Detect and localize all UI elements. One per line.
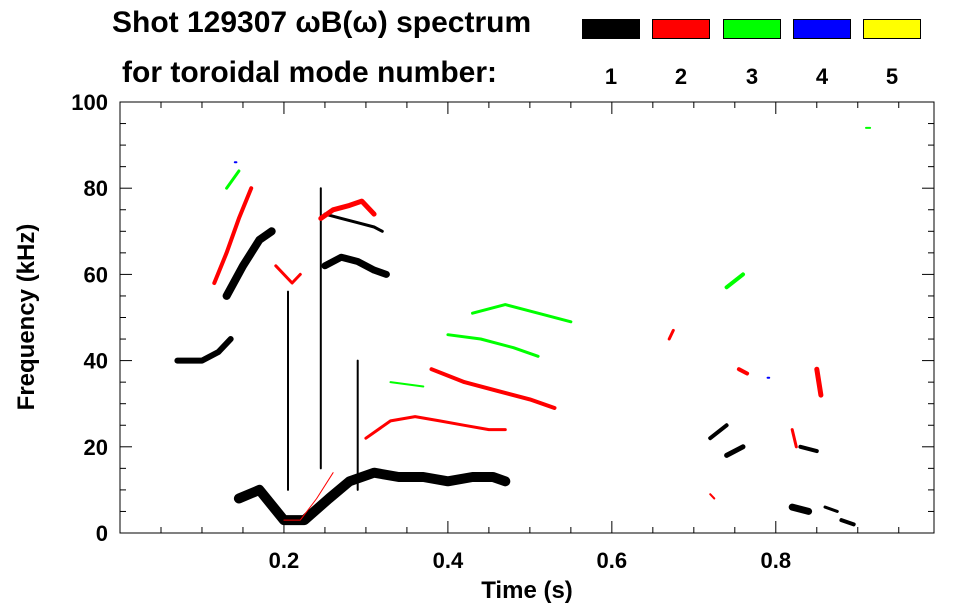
series-n1-feature-11 bbox=[798, 444, 819, 454]
x-axis-label: Time (s) bbox=[481, 577, 573, 604]
series-n2-feature-0 bbox=[212, 186, 254, 285]
series-n2-feature-4 bbox=[429, 367, 557, 410]
y-tick-label: 80 bbox=[84, 176, 108, 201]
series-n2 bbox=[212, 186, 824, 521]
x-tick-label: 0.2 bbox=[269, 548, 300, 573]
legend-swatch-4 bbox=[793, 19, 851, 39]
series-n2-feature-10 bbox=[709, 493, 716, 500]
plot-marks bbox=[174, 126, 872, 527]
series-n2-feature-8 bbox=[814, 366, 824, 398]
x-tick-label: 0.8 bbox=[760, 548, 791, 573]
plot-frame bbox=[119, 101, 935, 534]
y-axis-label: Frequency (kHz) bbox=[13, 224, 40, 411]
series-n2-feature-9 bbox=[790, 428, 798, 449]
legend-label-1: 1 bbox=[604, 64, 618, 89]
series-n1 bbox=[174, 187, 856, 527]
series-n1-feature-8 bbox=[724, 444, 746, 458]
x-tick-label: 0.4 bbox=[433, 548, 464, 573]
series-n3-feature-1 bbox=[446, 333, 540, 358]
legend-label-5: 5 bbox=[885, 64, 899, 89]
series-n3-feature-2 bbox=[471, 303, 573, 324]
y-tick-label: 100 bbox=[71, 90, 108, 115]
chart-title: Shot 129307 ωB(ω) spectrum bbox=[112, 6, 532, 39]
legend-label-3: 3 bbox=[745, 64, 759, 89]
series-n1-feature-9 bbox=[708, 423, 729, 441]
series-n1-feature-13 bbox=[823, 505, 839, 513]
series-n1-feature-12 bbox=[839, 518, 856, 527]
series-n3-feature-3 bbox=[389, 381, 425, 388]
series-n2-feature-7 bbox=[736, 367, 750, 376]
legend-swatch-2 bbox=[652, 19, 710, 39]
series-n1-feature-3 bbox=[321, 253, 390, 278]
series-n2-feature-1 bbox=[274, 264, 302, 285]
series-n2-feature-3 bbox=[364, 415, 507, 440]
series-n2-feature-5 bbox=[283, 472, 334, 521]
series-n3-feature-0 bbox=[225, 169, 241, 190]
legend-label-2: 2 bbox=[674, 64, 688, 89]
series-n1-feature-2 bbox=[233, 467, 511, 526]
chart-subtitle: for toroidal mode number: bbox=[122, 56, 497, 89]
series-n2-feature-2 bbox=[318, 198, 377, 221]
series-n3-feature-4 bbox=[724, 272, 745, 290]
series-n1-feature-0 bbox=[174, 336, 234, 364]
legend-swatch-3 bbox=[723, 19, 781, 39]
legend-label-4: 4 bbox=[815, 64, 829, 89]
series-n1-feature-4 bbox=[323, 212, 384, 233]
series-n4 bbox=[233, 161, 771, 379]
axes: 0.2 0.4 0.6 0.8 0 20 40 60 80 100 Time (s) Frequenc… bbox=[13, 90, 935, 604]
legend-swatch-5 bbox=[863, 19, 921, 39]
y-tick-label: 20 bbox=[84, 435, 108, 460]
y-tick-label: 40 bbox=[84, 349, 108, 374]
series-n2-feature-6 bbox=[667, 328, 675, 341]
legend-swatch-1 bbox=[582, 19, 640, 39]
y-tick-label: 60 bbox=[84, 262, 108, 287]
series-n1-feature-10 bbox=[788, 503, 813, 515]
y-tick-label: 0 bbox=[96, 521, 108, 546]
x-tick-label: 0.6 bbox=[597, 548, 628, 573]
series-n3 bbox=[225, 126, 872, 388]
series-n1-feature-1 bbox=[222, 227, 276, 300]
